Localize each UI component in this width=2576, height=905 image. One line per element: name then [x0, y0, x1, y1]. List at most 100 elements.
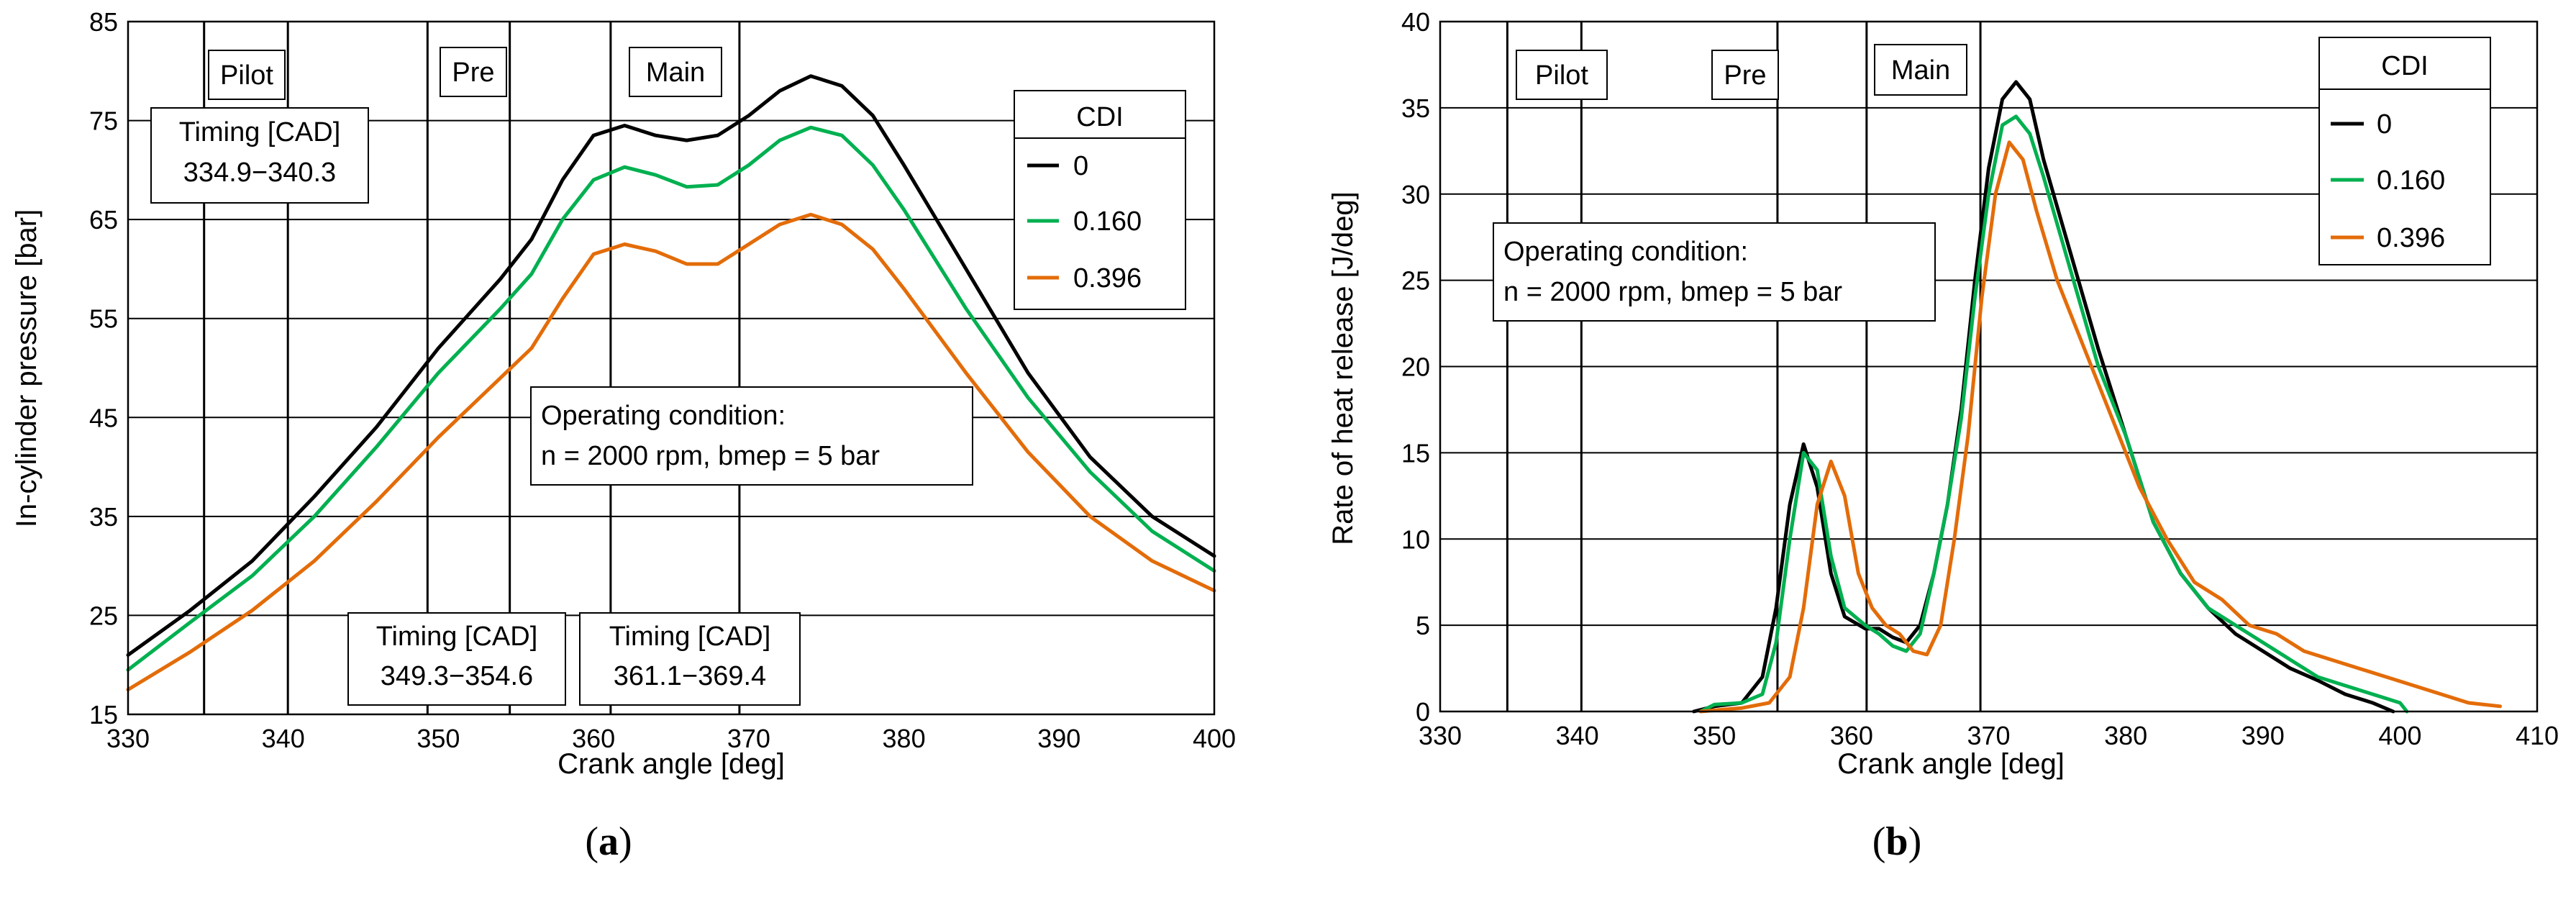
panel-b-heat-release-chart: 330 340 350 360 370 380 390 400 410 051015202530…	[1327, 7, 2559, 864]
panel-a-timing-pre-title: Timing [CAD]	[376, 622, 538, 652]
panel-a-legend-box	[1014, 90, 1186, 310]
panel-a-legend-label-0396: 0.396	[1073, 263, 1142, 294]
panel-a-timing-main-range: 361.1−369.4	[614, 661, 766, 691]
panel-b-caption: (b)	[1872, 819, 1921, 864]
panel-b-phase-lines	[1506, 22, 1982, 711]
panel-b-y-tick-30: 30	[1401, 180, 1430, 209]
panel-a-caption-close: )	[619, 819, 632, 864]
panel-a-x-axis-title: Crank angle [deg]	[557, 748, 785, 780]
panel-b-x-tick-330: 330	[1419, 721, 1462, 750]
panel-b-legend-label-0396: 0.396	[2377, 223, 2445, 253]
panel-b-pre-label: Pre	[1724, 60, 1766, 91]
panel-b-x-tick-340: 340	[1556, 721, 1599, 750]
panel-b-plot-frame	[1439, 20, 2539, 713]
panel-b-pre-label-box	[1711, 50, 1779, 100]
panel-b-y-tick-20: 20	[1401, 353, 1430, 382]
panel-b-pilot-label: Pilot	[1535, 60, 1588, 91]
panel-b-y-tick-25: 25	[1401, 266, 1430, 296]
panel-b-main-label-box	[1874, 44, 1967, 96]
panel-b-series-cdi-0396	[1698, 140, 2502, 714]
panel-a-x-tick-340: 340	[262, 724, 305, 753]
panel-b-y-tick-40: 40	[1401, 7, 1430, 37]
panel-a-legend-label-0160: 0.160	[1073, 206, 1142, 237]
panel-b-series-cdi-0	[1692, 80, 2395, 714]
panel-a-condition-box	[530, 386, 973, 486]
panel-a-condition-title: Operating condition:	[541, 401, 786, 431]
panel-b-x-tick-370: 370	[1967, 721, 2010, 750]
panel-a-x-tick-360: 360	[572, 724, 615, 753]
panel-a-caption-open: (	[585, 819, 599, 864]
panel-a-x-tick-390: 390	[1037, 724, 1080, 753]
panel-a-y-tick-labels: 15 25 35 45 55 65 75 85	[89, 7, 118, 729]
panel-a-timing-pilot-range: 334.9−340.3	[183, 158, 336, 188]
panel-a-legend-title: CDI	[1076, 102, 1123, 132]
panel-b-y-tick-15: 15	[1401, 438, 1430, 468]
panel-a-timing-box-pilot	[150, 107, 369, 204]
panel-b-main-label: Main	[1891, 55, 1950, 86]
panel-b-condition-box	[1493, 222, 1936, 322]
panel-a-x-tick-400: 400	[1193, 724, 1236, 753]
panel-b-y-tick-5: 5	[1416, 611, 1430, 640]
panel-a-y-tick-85: 85	[89, 7, 118, 37]
panel-b-x-axis-title: Crank angle [deg]	[1837, 748, 2065, 780]
panel-a-y-tick-25: 25	[89, 601, 118, 630]
panel-a-x-tick-330: 330	[106, 724, 150, 753]
panel-b-y-tick-0: 0	[1416, 697, 1430, 727]
panel-b-x-tick-400: 400	[2378, 721, 2421, 750]
panel-a-y-tick-35: 35	[89, 502, 118, 532]
panel-b-y-tick-labels: 0 5 10 15 20 25 30 35 40	[1401, 7, 1430, 727]
panel-b-pilot-label-box	[1516, 50, 1608, 100]
panel-a-y-tick-65: 65	[89, 205, 118, 235]
panel-a-main-label-box	[629, 47, 722, 97]
panel-b-y-tick-35: 35	[1401, 94, 1430, 123]
panel-b-legend-box	[2318, 37, 2491, 265]
panel-a-pilot-label-box	[208, 50, 286, 100]
panel-b-legend: CDI 0 0.160 0.396	[2318, 37, 2491, 265]
panel-b-legend-label-0: 0	[2377, 109, 2392, 140]
panel-b-legend-label-0160: 0.160	[2377, 165, 2445, 196]
panel-b-x-tick-390: 390	[2242, 721, 2285, 750]
panel-b-series	[1692, 80, 2502, 714]
panel-a-x-tick-370: 370	[727, 724, 770, 753]
panel-a-timing-pilot-title: Timing [CAD]	[179, 117, 341, 147]
panel-b-y-tick-10: 10	[1401, 524, 1430, 554]
panel-a-caption-letter: a	[599, 819, 619, 864]
panel-a-plot-frame	[127, 20, 1216, 716]
panel-a-pre-label: Pre	[452, 58, 494, 88]
panel-b-x-tick-380: 380	[2104, 721, 2147, 750]
panel-a-series-cdi-0396	[126, 212, 1216, 692]
panel-a-caption: (a)	[585, 819, 632, 864]
panel-a-x-tick-labels: 330 340 350 360 370 380 390 400	[106, 724, 1236, 753]
panel-a-y-tick-45: 45	[89, 403, 118, 432]
panel-a-series-cdi-0160	[126, 125, 1216, 672]
panel-a-y-axis-title: In-cylinder pressure [bar]	[11, 209, 42, 527]
panel-b-y-axis-title: Rate of heat release [J/deg]	[1327, 191, 1359, 545]
panel-b-x-tick-410: 410	[2516, 721, 2559, 750]
panel-a-pressure-chart: 330 340 350 360 370 380 390 400 15 25 35 45 55 65 75 8…	[11, 7, 1236, 864]
panel-a-series-cdi-0	[126, 74, 1216, 657]
panel-a-y-tick-55: 55	[89, 304, 118, 334]
panel-a-timing-pre-range: 349.3−354.6	[381, 661, 533, 691]
panel-b-x-tick-labels: 330 340 350 360 370 380 390 400 410	[1419, 721, 2559, 750]
panel-a-main-label: Main	[646, 58, 705, 88]
panel-a-pilot-label: Pilot	[220, 60, 273, 91]
panel-a-condition-text: n = 2000 rpm, bmep = 5 bar	[541, 441, 880, 471]
panel-a-y-tick-15: 15	[89, 700, 118, 729]
panel-a-pre-label-box	[440, 47, 507, 97]
panel-b-caption-letter: b	[1885, 819, 1908, 864]
panel-a-legend-label-0: 0	[1073, 151, 1088, 181]
panel-b-condition-text: n = 2000 rpm, bmep = 5 bar	[1503, 277, 1842, 307]
panel-a-timing-box-pre	[347, 612, 566, 706]
panel-a-timing-box-main	[579, 612, 801, 706]
panel-b-caption-close: )	[1908, 819, 1922, 864]
panel-a-x-tick-380: 380	[883, 724, 926, 753]
panel-a-timing-main-title: Timing [CAD]	[609, 622, 771, 652]
panel-b-x-tick-360: 360	[1830, 721, 1873, 750]
panel-a-y-tick-75: 75	[89, 106, 118, 136]
panel-b-series-cdi-0160	[1698, 114, 2409, 714]
panel-b-condition-title: Operating condition:	[1503, 237, 1748, 267]
panel-b-legend-title: CDI	[2381, 51, 2428, 81]
panel-a-series	[126, 74, 1216, 692]
panel-b-caption-open: (	[1872, 819, 1886, 864]
